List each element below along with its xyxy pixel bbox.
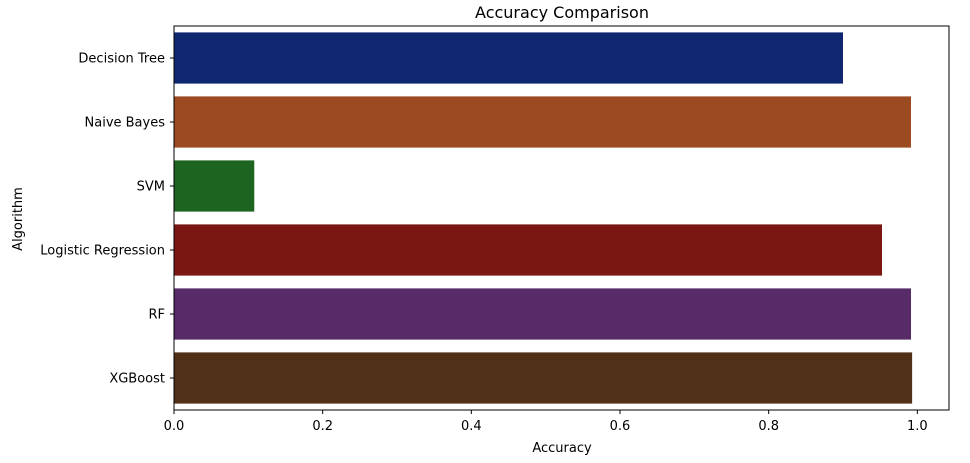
bar-rf — [174, 288, 912, 340]
chart-title: Accuracy Comparison — [475, 3, 649, 22]
bar-svm — [174, 160, 255, 212]
bar-logistic-regression — [174, 224, 883, 276]
x-axis-label: Accuracy — [532, 441, 592, 456]
x-tick-label: 0.8 — [758, 419, 779, 434]
y-tick-label: SVM — [137, 180, 165, 195]
y-tick-label: Decision Tree — [78, 52, 165, 67]
bar-xgboost — [174, 352, 913, 404]
x-tick-label: 0.0 — [164, 419, 185, 434]
y-axis-label: Algorithm — [11, 187, 26, 251]
y-tick-label: XGBoost — [109, 372, 165, 387]
x-tick-label: 0.4 — [461, 419, 482, 434]
x-tick-label: 0.2 — [312, 419, 333, 434]
x-tick-label: 1.0 — [907, 419, 928, 434]
x-tick-label: 0.6 — [610, 419, 631, 434]
y-tick-label: Logistic Regression — [40, 244, 165, 259]
bar-naive-bayes — [174, 96, 912, 148]
bar-decision-tree — [174, 32, 844, 84]
y-tick-label: RF — [148, 308, 165, 323]
plot-frame — [173, 25, 950, 411]
y-tick-label: Naive Bayes — [85, 116, 166, 131]
